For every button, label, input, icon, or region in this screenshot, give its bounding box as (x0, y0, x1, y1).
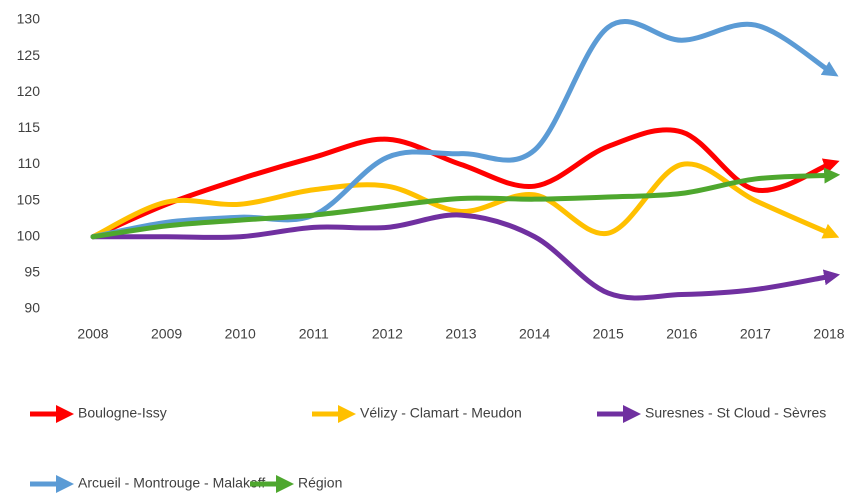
legend-arrow (338, 405, 356, 423)
legend-label: Région (298, 475, 342, 491)
series-line (90, 161, 840, 240)
legend-item: Région (250, 475, 342, 493)
x-tick-label: 2009 (151, 326, 182, 342)
legend-item: Boulogne-Issy (30, 405, 167, 423)
legend-label: Boulogne-Issy (78, 405, 167, 421)
y-tick-label: 95 (24, 264, 40, 280)
y-tick-label: 100 (17, 227, 41, 243)
series-line (90, 19, 839, 240)
y-tick-label: 105 (17, 191, 41, 207)
y-tick-label: 110 (18, 155, 41, 171)
x-tick-label: 2015 (593, 326, 624, 342)
legend-arrow (56, 405, 74, 423)
y-tick-label: 115 (18, 119, 41, 135)
x-tick-label: 2018 (813, 326, 844, 342)
x-tick-label: 2014 (519, 326, 550, 342)
y-tick-label: 125 (17, 47, 41, 63)
series-line (90, 167, 841, 240)
x-tick-label: 2011 (299, 326, 329, 342)
x-tick-label: 2010 (225, 326, 256, 342)
legend-arrow (623, 405, 641, 423)
series-line (90, 212, 841, 301)
x-tick-label: 2017 (740, 326, 771, 342)
x-tick-label: 2013 (445, 326, 476, 342)
legend-arrow (276, 475, 294, 493)
y-tick-label: 90 (24, 300, 40, 316)
x-tick-label: 2012 (372, 326, 403, 342)
legend-label: Arcueil - Montrouge - Malakoff (78, 475, 265, 491)
legend-label: Vélizy - Clamart - Meudon (360, 405, 522, 421)
y-tick-label: 130 (17, 11, 41, 27)
legend-item: Arcueil - Montrouge - Malakoff (30, 475, 265, 493)
x-tick-label: 2008 (77, 326, 108, 342)
legend-label: Suresnes - St Cloud - Sèvres (645, 405, 826, 421)
x-tick-label: 2016 (666, 326, 697, 342)
legend-item: Suresnes - St Cloud - Sèvres (597, 405, 826, 423)
y-tick-label: 120 (17, 83, 41, 99)
legend-arrow (56, 475, 74, 493)
series-line (90, 127, 840, 240)
legend-item: Vélizy - Clamart - Meudon (312, 405, 522, 423)
